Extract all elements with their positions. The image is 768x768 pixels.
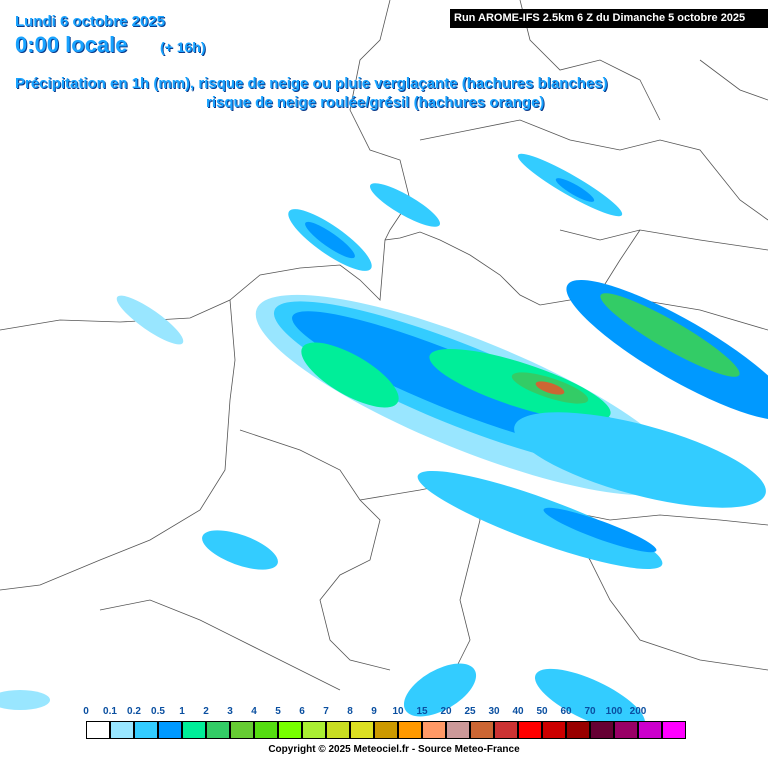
date: Lundi 6 octobre 2025 — [15, 13, 166, 30]
legend-swatch — [254, 721, 278, 739]
legend-swatch — [470, 721, 494, 739]
legend-label: 60 — [560, 706, 572, 717]
legend-label: 10 — [392, 706, 404, 717]
legend-swatch — [110, 721, 134, 739]
run-box — [450, 9, 768, 28]
legend-swatch — [134, 721, 158, 739]
legend-swatch — [446, 721, 470, 739]
legend-label: 5 — [275, 706, 281, 717]
legend-swatch — [278, 721, 302, 739]
legend-label: 30 — [488, 706, 500, 717]
legend-swatch — [566, 721, 590, 739]
legend-label: 8 — [347, 706, 353, 717]
legend-swatch — [206, 721, 230, 739]
run-info: Run AROME-IFS 2.5km 6 Z du Dimanche 5 oc… — [454, 12, 746, 24]
legend-label: 70 — [584, 706, 596, 717]
legend-swatch — [614, 721, 638, 739]
legend-label: 0.1 — [103, 706, 117, 717]
legend-label: 1 — [179, 706, 185, 717]
legend-swatch — [542, 721, 566, 739]
legend-label: 3 — [227, 706, 233, 717]
legend-swatch — [158, 721, 182, 739]
legend-swatch — [230, 721, 254, 739]
legend-label: 4 — [251, 706, 257, 717]
legend-label: 15 — [416, 706, 428, 717]
legend-label: 200 — [629, 706, 647, 717]
legend-swatch — [302, 721, 326, 739]
legend-swatch — [374, 721, 398, 739]
legend-swatch — [86, 721, 110, 739]
legend-swatch — [326, 721, 350, 739]
time: 0:00 locale — [15, 32, 128, 57]
precipitation — [0, 153, 768, 732]
legend-swatch — [662, 721, 686, 739]
legend-label: 50 — [536, 706, 548, 717]
subtitle: risque de neige roulée/grésil (hachures … — [206, 94, 545, 111]
legend-label: 20 — [440, 706, 452, 717]
legend-label: 7 — [323, 706, 329, 717]
lead: (+ 16h) — [160, 39, 206, 55]
legend-label: 40 — [512, 706, 524, 717]
legend-label: 2 — [203, 706, 209, 717]
legend-label: 6 — [299, 706, 305, 717]
legend-label: 0 — [83, 706, 89, 717]
legend-swatch — [398, 721, 422, 739]
legend-swatch — [518, 721, 542, 739]
legend-swatch — [422, 721, 446, 739]
legend-label: 100 — [605, 706, 623, 717]
legend-swatch — [638, 721, 662, 739]
legend-swatch — [494, 721, 518, 739]
legend-label: 0.5 — [151, 706, 165, 717]
legend-label: 9 — [371, 706, 377, 717]
legend-swatch — [590, 721, 614, 739]
copyright: Copyright © 2025 Meteociel.fr - Source M… — [268, 744, 520, 755]
legend-label: 0.2 — [127, 706, 141, 717]
legend-swatch — [182, 721, 206, 739]
legend-label: 25 — [464, 706, 476, 717]
subtitle: Précipitation en 1h (mm), risque de neig… — [15, 75, 608, 92]
legend-swatch — [350, 721, 374, 739]
